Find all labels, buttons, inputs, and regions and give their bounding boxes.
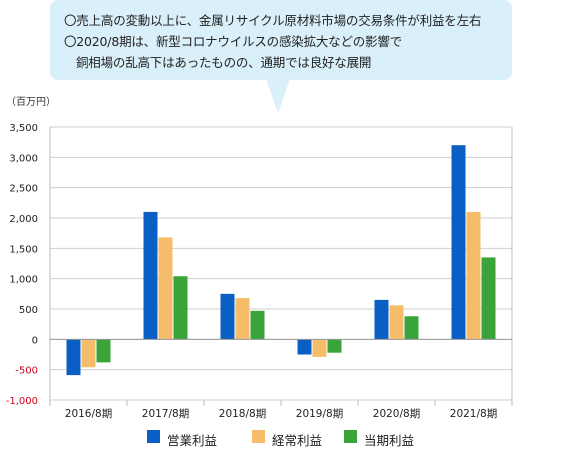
- legend-label-ordinary: 経常利益: [272, 433, 323, 448]
- ordinary-profit-bar: [235, 298, 250, 340]
- y-tick-label: 2,000: [9, 214, 38, 225]
- x-tick-label: 2021/8期: [450, 408, 497, 420]
- legend-swatch-operating: [147, 430, 160, 443]
- y-tick-label: 500: [19, 305, 38, 316]
- ordinary-profit-bar: [81, 339, 96, 368]
- net-profit-bar: [327, 339, 342, 353]
- net-profit-bar: [404, 316, 419, 340]
- legend-swatch-net: [344, 430, 357, 443]
- x-tick-label: 2020/8期: [373, 408, 420, 420]
- callout-line-2: 〇2020/8期は、新型コロナウイルスの感染拡大などの影響で: [64, 34, 402, 49]
- x-tick-label: 2017/8期: [142, 408, 189, 420]
- net-profit-bar: [481, 257, 496, 340]
- x-tick-label: 2018/8期: [219, 408, 266, 420]
- operating-profit-bar: [143, 211, 158, 340]
- operating-profit-bar: [66, 339, 81, 376]
- y-tick-label: 2,500: [9, 184, 38, 195]
- ordinary-profit-bar: [389, 305, 404, 340]
- legend-label-operating: 営業利益: [167, 433, 218, 448]
- y-tick-label: 1,500: [9, 244, 38, 255]
- legend-label-net: 当期利益: [364, 433, 415, 448]
- y-tick-label: 1,000: [9, 275, 38, 286]
- net-profit-bar: [250, 310, 265, 340]
- callout-line-3: 銅相場の乱高下はあったものの、通期では良好な展開: [76, 55, 372, 70]
- operating-profit-bar: [220, 293, 235, 340]
- y-tick-label: 3,500: [9, 123, 38, 134]
- callout-tail: [266, 79, 290, 113]
- net-profit-bar: [173, 276, 188, 340]
- y-axis-unit-label: （百万円）: [6, 97, 56, 108]
- y-tick-label: -500: [15, 366, 38, 377]
- bar-chart: 3,500 3,000 2,500 2,000 1,500 1,000 500 0 -500 -1…: [6, 123, 513, 420]
- callout-box: [50, 0, 512, 80]
- x-tick-label: 2016/8期: [65, 408, 112, 420]
- x-tick-label: 2019/8期: [296, 408, 343, 420]
- net-profit-bar: [96, 339, 111, 363]
- operating-profit-bar: [297, 339, 312, 355]
- ordinary-profit-bar: [312, 339, 327, 357]
- callout-line-1: 〇売上高の変動以上に、金属リサイクル原材料市場の交易条件が利益を左右: [64, 13, 482, 28]
- legend-swatch-ordinary: [252, 430, 265, 443]
- y-tick-label: 3,000: [9, 153, 38, 164]
- operating-profit-bar: [451, 145, 466, 340]
- ordinary-profit-bar: [466, 211, 481, 340]
- y-tick-label: -1,000: [6, 396, 38, 407]
- ordinary-profit-bar: [158, 237, 173, 340]
- operating-profit-bar: [374, 299, 389, 340]
- y-tick-label: 0: [32, 335, 38, 346]
